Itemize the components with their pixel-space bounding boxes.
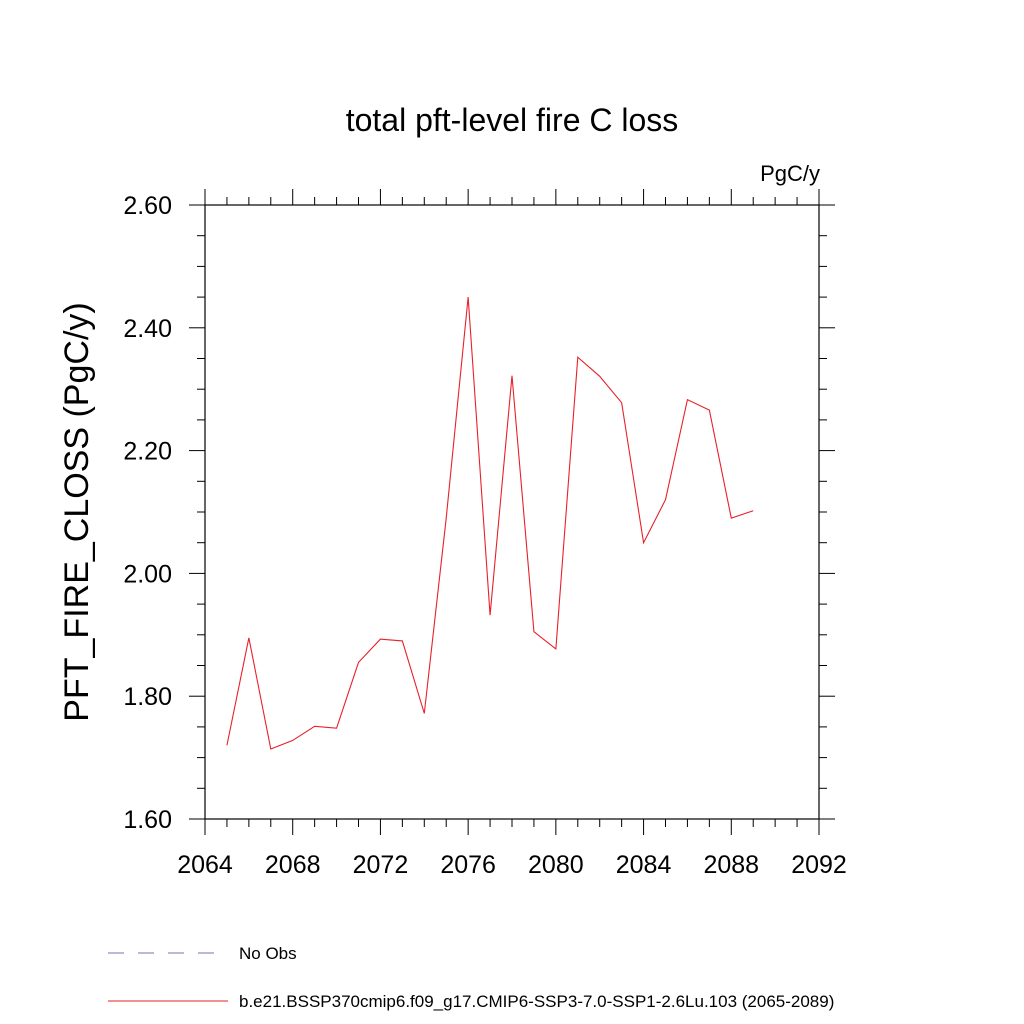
x-tick-label: 2088 (703, 851, 759, 879)
legend-label-no-obs: No Obs (239, 944, 297, 963)
x-tick-label: 2080 (528, 851, 584, 879)
legend: No Obs b.e21.BSSP370cmip6.f09_g17.CMIP6-… (108, 944, 834, 1011)
x-tick-label: 2076 (440, 851, 496, 879)
units-label: PgC/y (760, 161, 820, 186)
chart-title: total pft-level fire C loss (346, 102, 679, 138)
y-tick-label: 2.20 (123, 438, 172, 466)
x-tick-label: 2084 (616, 851, 672, 879)
y-axis-label: PFT_FIRE_CLOSS (PgC/y) (58, 302, 96, 721)
tick-labels: 2064 2068 2072 2076 2080 2084 2088 2092 1.60 1.80… (123, 192, 846, 879)
y-tick-label: 2.00 (123, 560, 172, 588)
x-tick-label: 2068 (265, 851, 321, 879)
x-tick-label: 2064 (177, 851, 233, 879)
axis-ticks (189, 189, 835, 835)
series-group (226, 297, 754, 750)
y-tick-label: 1.60 (123, 806, 172, 834)
y-tick-label: 2.60 (123, 192, 172, 220)
legend-label-model: b.e21.BSSP370cmip6.f09_g17.CMIP6-SSP3-7.… (239, 992, 834, 1011)
y-tick-label: 1.80 (123, 683, 172, 711)
series-line (226, 297, 754, 750)
plot-frame (204, 204, 820, 820)
x-tick-label: 2072 (353, 851, 409, 879)
y-tick-label: 2.40 (123, 315, 172, 343)
x-tick-label: 2092 (791, 851, 847, 879)
